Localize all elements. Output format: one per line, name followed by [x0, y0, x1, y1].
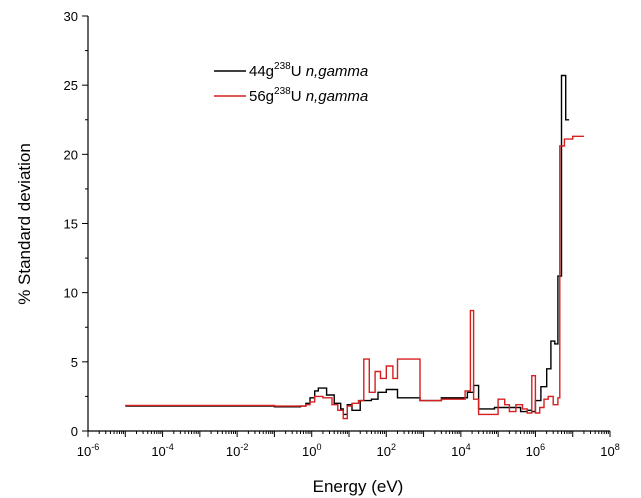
- x-tick-label: 106: [526, 442, 545, 459]
- y-axis-title: % Standard deviation: [15, 143, 34, 305]
- x-tick-base: 10: [600, 444, 614, 459]
- series-line-2: [125, 135, 584, 420]
- legend-text-pre: 44g: [249, 63, 274, 80]
- x-tick-label: 10-4: [151, 442, 173, 459]
- x-tick-label: 100: [302, 442, 321, 459]
- y-tick-label: 15: [64, 217, 78, 232]
- legend-text-ital: n,gamma: [306, 63, 369, 80]
- x-tick-exponent: 0: [316, 442, 321, 452]
- legend-text-post: U: [291, 63, 306, 80]
- x-tick-label: 104: [451, 442, 470, 459]
- legend-entry-1: 44g238U n,gamma: [249, 61, 368, 80]
- y-tick-label: 5: [71, 355, 78, 370]
- x-tick-base: 10: [526, 444, 540, 459]
- y-tick-label: 0: [71, 424, 78, 439]
- x-tick-exponent: 2: [391, 442, 396, 452]
- x-tick-base: 10: [302, 444, 316, 459]
- x-tick-label: 10-2: [226, 442, 248, 459]
- legend-text-ital: n,gamma: [306, 88, 369, 105]
- series-lines: [125, 74, 584, 420]
- series-line-1: [125, 74, 570, 416]
- x-tick-exponent: 4: [466, 442, 471, 452]
- x-tick-base: 10: [377, 444, 391, 459]
- legend-entry-2: 56g238U n,gamma: [249, 86, 368, 105]
- x-tick-base: 10: [77, 444, 91, 459]
- y-axis-ticks: 0 5 10 15 20 25 30: [64, 9, 88, 439]
- x-tick-exponent: 8: [615, 442, 620, 452]
- x-tick-label: 108: [600, 442, 619, 459]
- x-tick-label: 102: [377, 442, 396, 459]
- x-axis-ticks: 10-6 10-4 10-2 100 102 104 106 108: [77, 431, 620, 459]
- y-tick-label: 20: [64, 147, 78, 162]
- x-tick-exponent: -4: [166, 442, 174, 452]
- x-tick-exponent: -2: [240, 442, 248, 452]
- x-tick-base: 10: [451, 444, 465, 459]
- x-axis-title: Energy (eV): [313, 477, 404, 496]
- x-tick-exponent: 6: [540, 442, 545, 452]
- legend-text-sup: 238: [274, 61, 291, 72]
- y-tick-label: 25: [64, 78, 78, 93]
- y-tick-label: 10: [64, 286, 78, 301]
- x-tick-base: 10: [226, 444, 240, 459]
- legend-text-sup: 238: [274, 86, 291, 97]
- x-tick-label: 10-6: [77, 442, 99, 459]
- y-tick-label: 30: [64, 9, 78, 24]
- x-tick-exponent: -6: [91, 442, 99, 452]
- legend-text-pre: 56g: [249, 88, 274, 105]
- x-tick-base: 10: [151, 444, 165, 459]
- legend-text-post: U: [291, 88, 306, 105]
